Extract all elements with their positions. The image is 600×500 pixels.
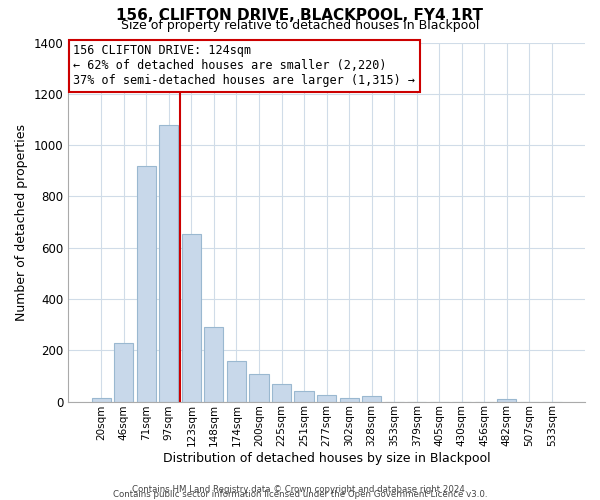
Bar [227,361,246,402]
Bar [497,399,517,402]
Bar [205,326,223,402]
Bar [137,166,156,402]
Bar [295,392,314,402]
Bar [362,396,381,402]
Bar [250,374,269,402]
Text: 156, CLIFTON DRIVE, BLACKPOOL, FY4 1RT: 156, CLIFTON DRIVE, BLACKPOOL, FY4 1RT [116,8,484,22]
Text: Size of property relative to detached houses in Blackpool: Size of property relative to detached ho… [121,18,479,32]
X-axis label: Distribution of detached houses by size in Blackpool: Distribution of detached houses by size … [163,452,490,465]
Bar [114,343,133,402]
Text: 156 CLIFTON DRIVE: 124sqm
← 62% of detached houses are smaller (2,220)
37% of se: 156 CLIFTON DRIVE: 124sqm ← 62% of detac… [73,44,415,88]
Text: Contains HM Land Registry data © Crown copyright and database right 2024.: Contains HM Land Registry data © Crown c… [132,485,468,494]
Bar [92,398,111,402]
Bar [317,395,336,402]
Y-axis label: Number of detached properties: Number of detached properties [15,124,28,320]
Bar [182,234,201,402]
Bar [159,124,178,402]
Bar [272,384,291,402]
Bar [340,398,359,402]
Text: Contains public sector information licensed under the Open Government Licence v3: Contains public sector information licen… [113,490,487,499]
